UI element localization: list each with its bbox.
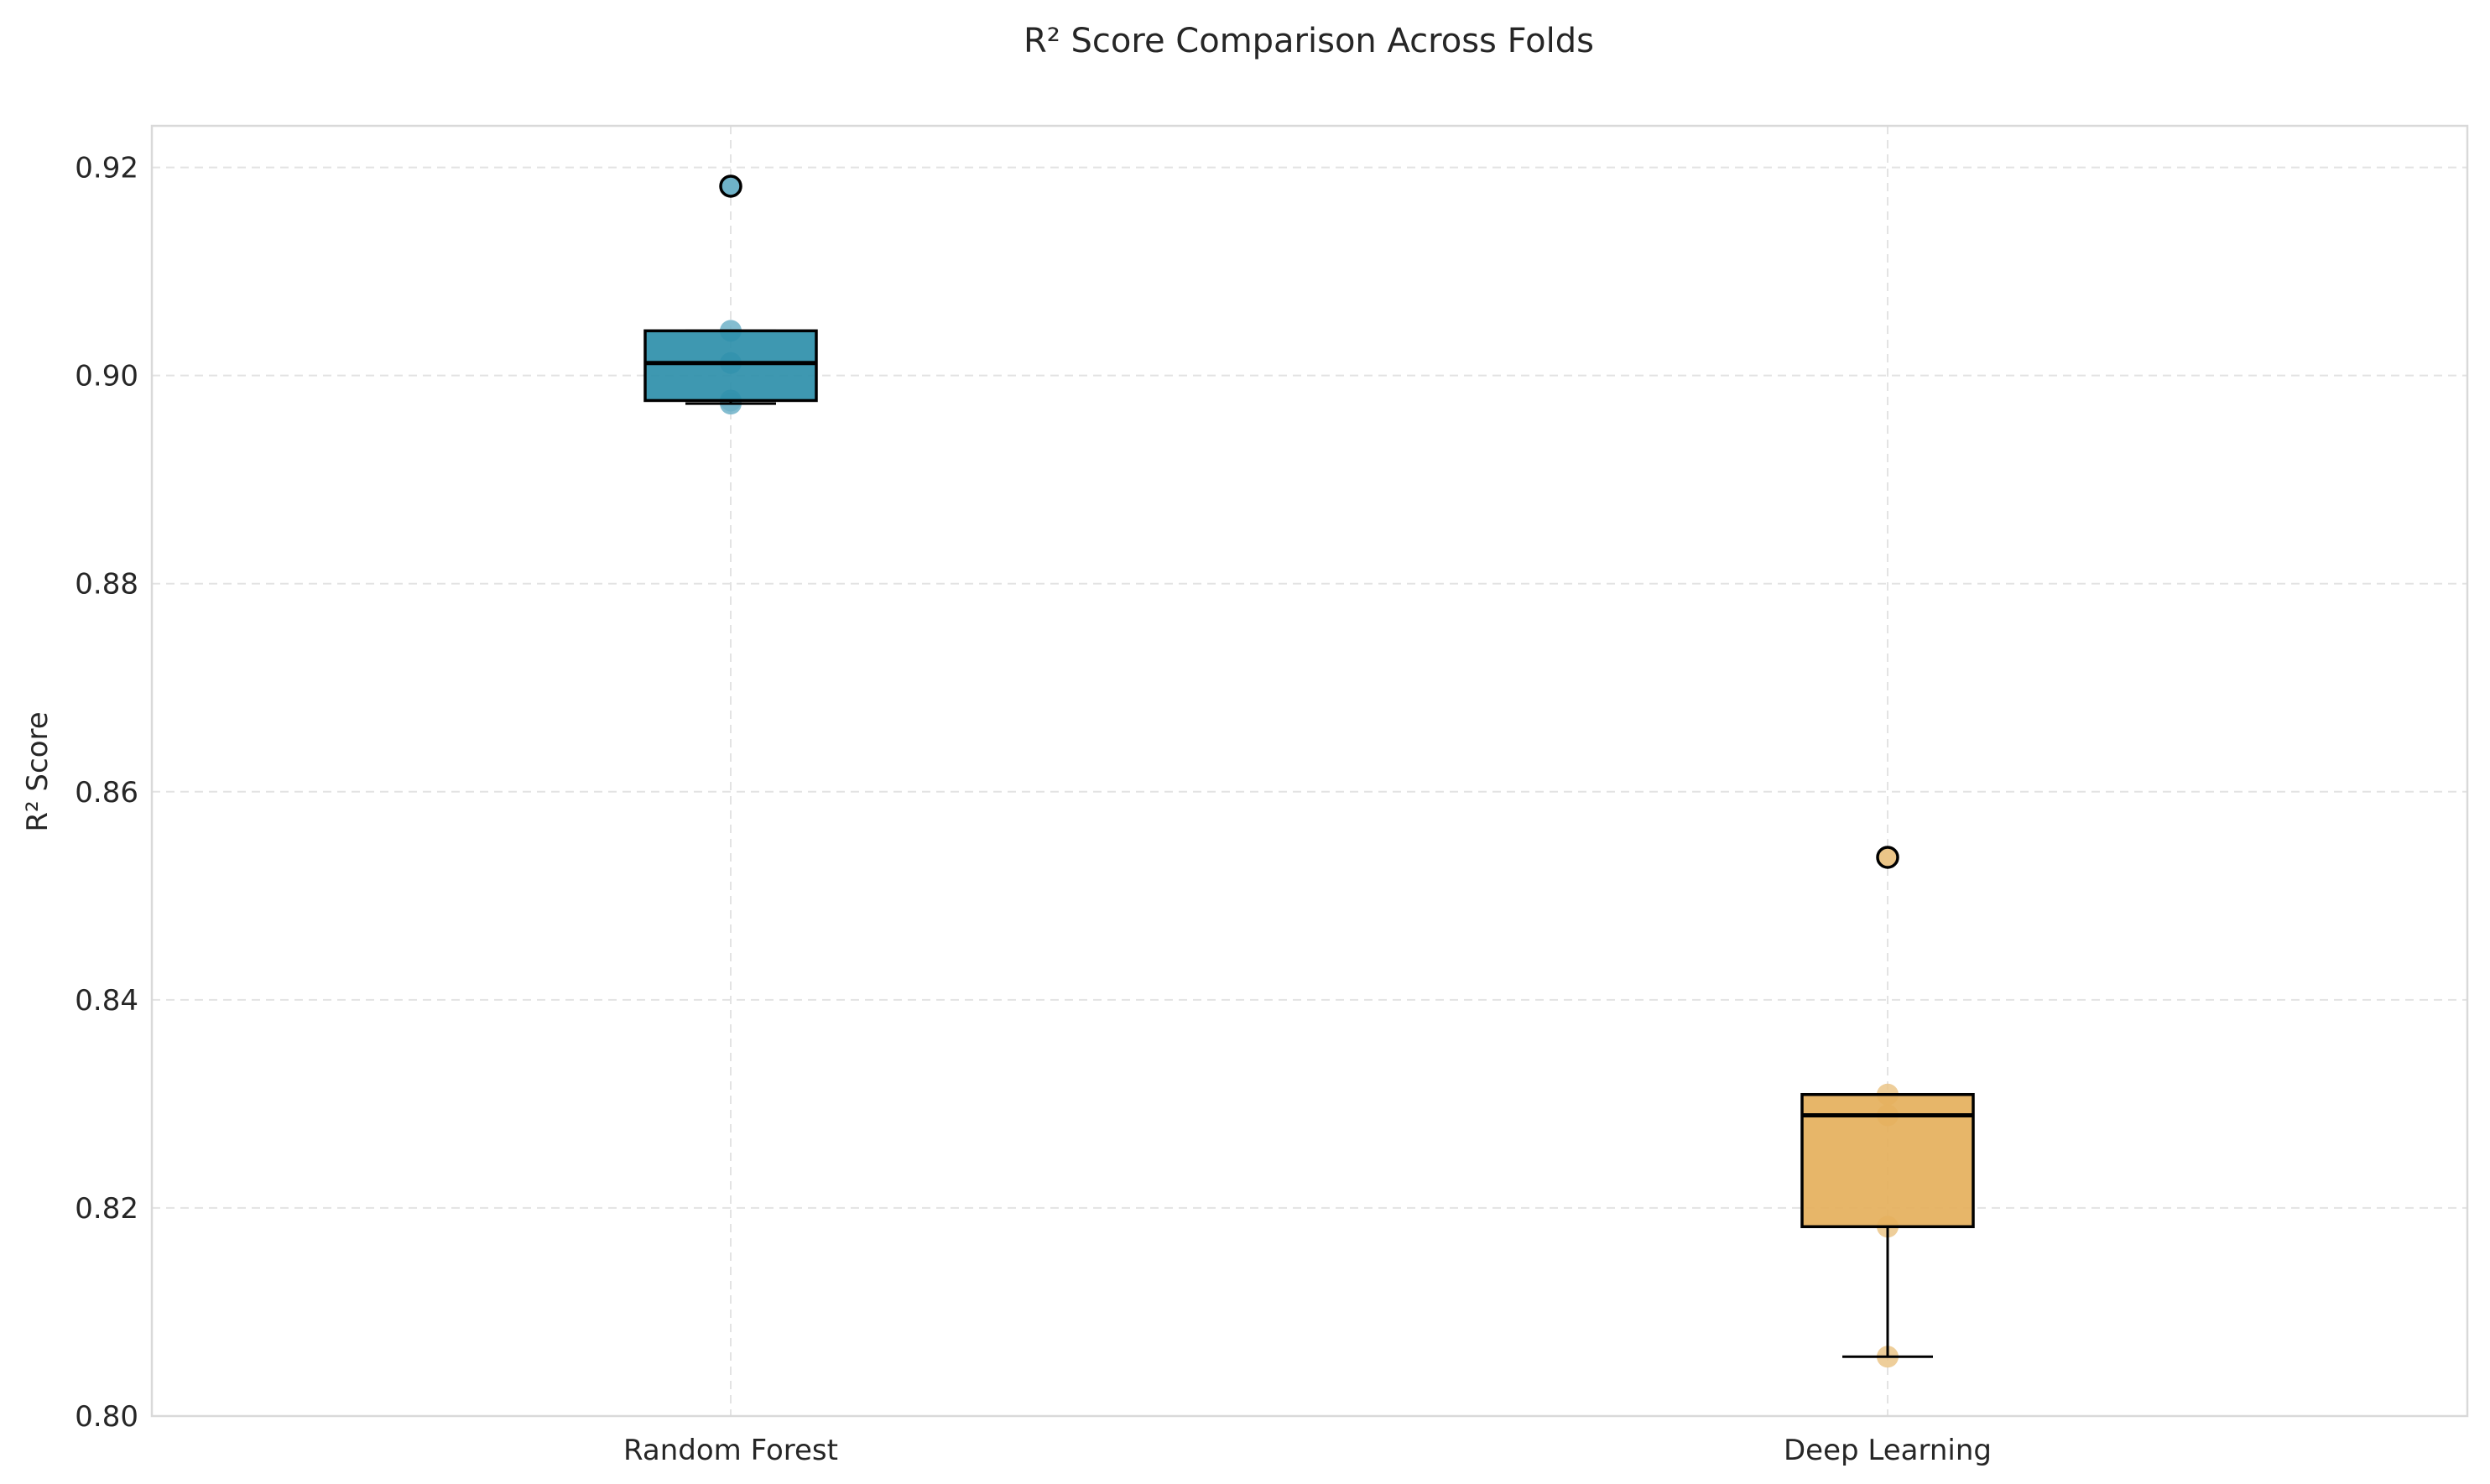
iqr-box: [643, 329, 818, 403]
y-tick-label: 0.88: [75, 568, 138, 601]
plot-frame: [150, 124, 2469, 1418]
outlier-point: [719, 174, 742, 198]
y-tick-label: 0.84: [75, 984, 138, 1018]
data-points-layer: [720, 174, 1899, 1368]
y-tick-label: 0.86: [75, 776, 138, 810]
x-tick-label: Random Forest: [623, 1434, 838, 1467]
x-tick-label: Deep Learning: [1784, 1434, 1992, 1467]
y-axis-label: R² Score: [21, 711, 55, 831]
chart-title: R² Score Comparison Across Folds: [1024, 22, 1594, 60]
tick-labels-layer: 0.80 0.82 0.84 0.86 0.88 0.90 0.92 Random Fores…: [75, 152, 1992, 1467]
y-tick-label: 0.90: [75, 360, 138, 393]
grid-layer: [152, 126, 2467, 1417]
y-tick-label: 0.92: [75, 152, 138, 185]
y-tick-label: 0.82: [75, 1192, 138, 1226]
outlier-point: [1876, 846, 1899, 869]
boxes-layer: [643, 174, 1975, 1358]
y-tick-label: 0.80: [75, 1400, 138, 1434]
